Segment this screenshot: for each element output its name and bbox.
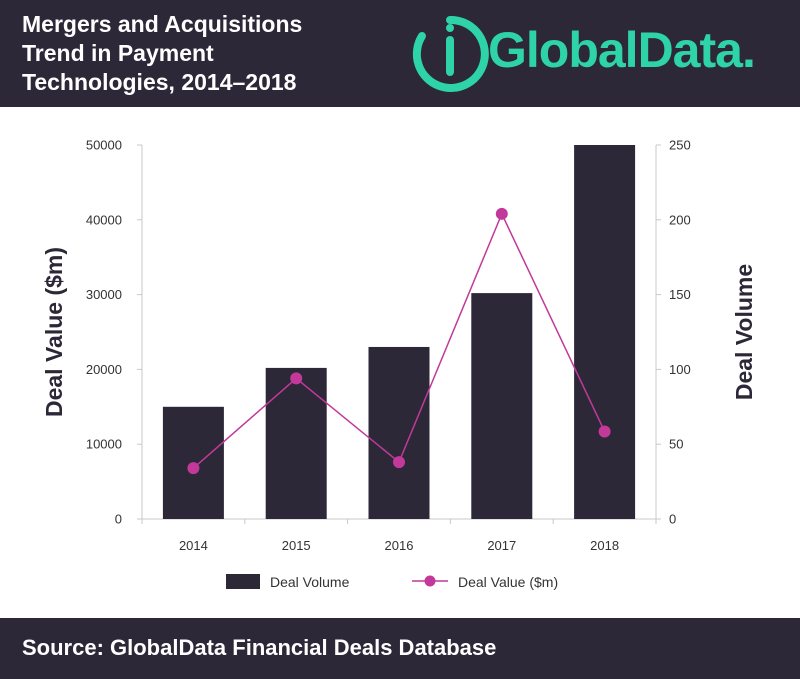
header-band: Mergers and Acquisitions Trend in Paymen…	[0, 0, 800, 107]
y-left-tick-label: 0	[115, 512, 122, 527]
y-right-tick-label: 250	[669, 138, 691, 153]
tick-labels: 0 10000 20000 30000 40000 50000 0 50 100 150 200 25…	[86, 138, 691, 554]
bar-deal-volume	[574, 145, 636, 519]
y-left-tick-label: 40000	[86, 212, 122, 227]
bar-deal-volume	[265, 367, 327, 519]
point-deal-value	[187, 462, 200, 475]
legend: Deal Volume Deal Value ($m)	[226, 574, 558, 590]
y-left-tick-label: 50000	[86, 138, 122, 153]
x-tick-label: 2018	[590, 538, 619, 553]
title-line-1: Mergers and Acquisitions	[22, 11, 303, 37]
y-right-tick-label: 200	[669, 212, 691, 227]
chart: 0 10000 20000 30000 40000 50000 0 50 100 150 200 25…	[41, 138, 757, 591]
bar-deal-volume	[368, 346, 430, 519]
y-left-tick-label: 20000	[86, 362, 122, 377]
logo-wordmark: GlobalData.	[488, 22, 756, 78]
x-tick-label: 2017	[487, 538, 516, 553]
title-line-3: Technologies, 2014–2018	[22, 69, 297, 95]
y-left-tick-label: 10000	[86, 437, 122, 452]
y-left-axis-title: Deal Value ($m)	[41, 247, 67, 417]
point-deal-value	[495, 207, 508, 220]
legend-swatch-deal-volume	[226, 574, 260, 589]
legend-label-deal-volume: Deal Volume	[270, 574, 350, 590]
point-deal-value	[598, 425, 611, 438]
y-right-tick-label: 0	[669, 512, 676, 527]
x-tick-label: 2016	[385, 538, 414, 553]
source-note: Source: GlobalData Financial Deals Datab…	[22, 635, 497, 660]
globaldata-logo-icon	[412, 15, 489, 92]
bars	[162, 145, 636, 519]
point-deal-value	[393, 456, 405, 469]
title-line-2: Trend in Payment	[22, 40, 214, 66]
x-tick-label: 2015	[282, 538, 311, 553]
legend-swatch-deal-value-marker	[424, 575, 436, 587]
x-tick-label: 2014	[179, 538, 208, 553]
point-deal-value	[290, 372, 303, 385]
value-line	[187, 207, 611, 475]
bar-deal-volume	[471, 293, 533, 519]
footer-band: Source: GlobalData Financial Deals Datab…	[0, 618, 800, 679]
legend-label-deal-value: Deal Value ($m)	[458, 574, 558, 590]
y-right-tick-label: 100	[669, 362, 691, 377]
y-right-tick-label: 50	[669, 437, 683, 452]
y-left-tick-label: 30000	[86, 287, 122, 302]
y-right-tick-label: 150	[669, 287, 691, 302]
chart-title: Mergers and Acquisitions Trend in Paymen…	[22, 10, 362, 97]
y-right-axis-title: Deal Volume	[731, 264, 757, 400]
